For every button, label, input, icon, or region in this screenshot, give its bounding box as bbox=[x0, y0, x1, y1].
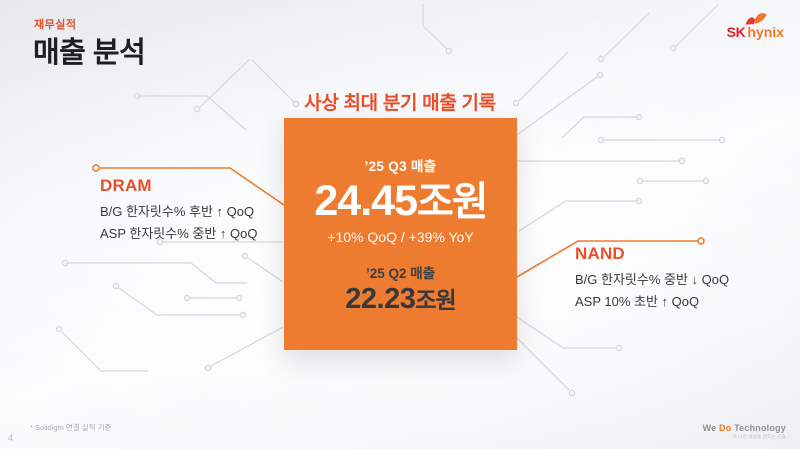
q3-growth-delta: +10% QoQ / +39% YoY bbox=[327, 229, 474, 246]
section-eyebrow: 재무실적 bbox=[34, 19, 77, 31]
we-do-technology-text: We Do Technology bbox=[703, 423, 786, 433]
dram-asp-line: ASP 한자릿수% 중반 ↑ QoQ bbox=[100, 226, 258, 241]
nand-asp-line: ASP 10% 초반 ↑ QoQ bbox=[575, 294, 700, 309]
nand-callout: NAND B/G 한자릿수% 중반 ↓ QoQ ASP 10% 초반 ↑ QoQ bbox=[575, 244, 729, 313]
revenue-box: ’25 Q3 매출 24.45조원 +10% QoQ / +39% YoY ’2… bbox=[284, 118, 517, 350]
footer-technology: Technology bbox=[731, 423, 786, 433]
sk-hynix-logo: SK hynix bbox=[726, 13, 784, 42]
logo-hynix-text: hynix bbox=[747, 24, 784, 40]
logo-sk-text: SK bbox=[726, 24, 746, 40]
q3-value-unit: 조원 bbox=[417, 180, 489, 224]
dram-bg-line: B/G 한자릿수% 후반 ↑ QoQ bbox=[100, 204, 255, 219]
banner-title: 사상 최대 분기 매출 기록 bbox=[304, 93, 496, 114]
nand-bg-line: B/G 한자릿수% 중반 ↓ QoQ bbox=[575, 272, 730, 287]
q3-revenue-value: 24.45조원 bbox=[314, 177, 489, 225]
dram-label: DRAM bbox=[100, 176, 152, 195]
dram-callout: DRAM B/G 한자릿수% 후반 ↑ QoQ ASP 한자릿수% 중반 ↑ Q… bbox=[100, 176, 258, 245]
q2-value-unit: 조원 bbox=[415, 287, 456, 314]
q2-revenue-label: ’25 Q2 매출 bbox=[365, 266, 436, 282]
q2-value-number: 22.23 bbox=[345, 283, 416, 316]
nand-label: NAND bbox=[575, 244, 625, 263]
footer-do: Do bbox=[719, 423, 732, 433]
footer-tagline: 더 나은 세상을 만드는 기술 bbox=[732, 434, 786, 439]
q3-revenue-label: ’25 Q3 매출 bbox=[364, 159, 437, 174]
q2-revenue-value: 22.23조원 bbox=[345, 283, 456, 316]
q3-value-number: 24.45 bbox=[314, 177, 418, 225]
footnote: * Solidigm 연결 실적 기준 bbox=[30, 423, 112, 432]
page-title: 매출 분석 bbox=[33, 37, 146, 69]
sk-butterfly-icon bbox=[744, 13, 767, 25]
footer-we: We bbox=[702, 423, 720, 433]
page-number: 4 bbox=[8, 433, 14, 443]
we-do-technology-logo: We Do Technology 더 나은 세상을 만드는 기술 bbox=[703, 423, 786, 440]
